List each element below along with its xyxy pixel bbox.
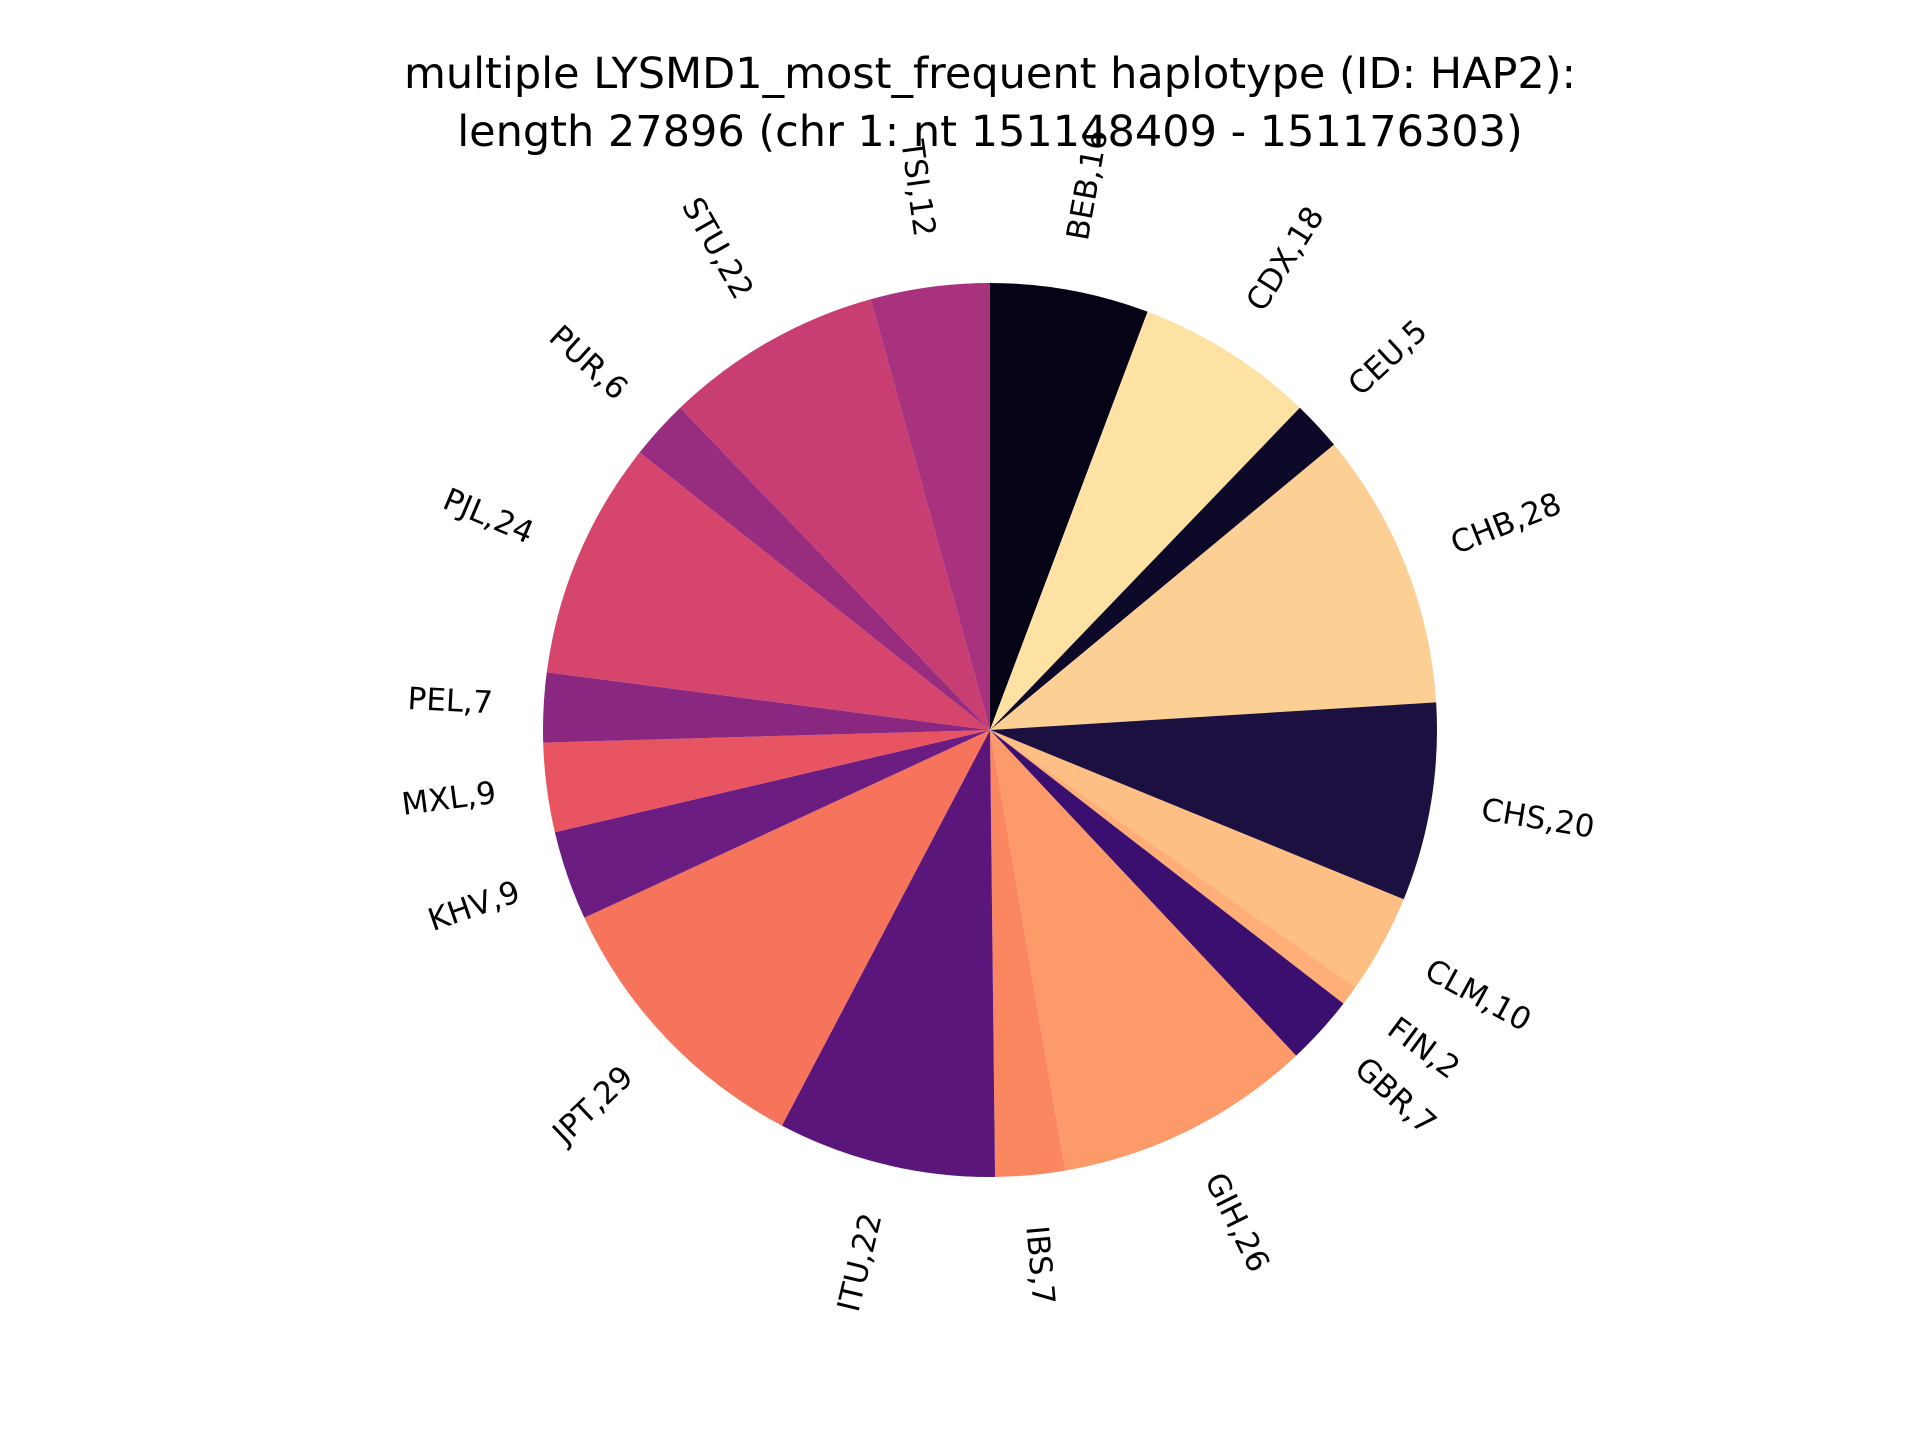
pie-slice-pur [639, 407, 990, 730]
pie-slice-chs [990, 702, 1437, 900]
pie-slice-clm [990, 730, 1404, 988]
chart-title-line-2: length 27896 (chr 1: nt 151148409 - 1511… [457, 107, 1523, 157]
pie-slice-ceu [990, 407, 1335, 730]
pie-slice-chb [990, 444, 1437, 730]
pie-slice-mxl [543, 730, 990, 833]
pie-slices [543, 283, 1437, 1177]
pie-slice-khv [554, 730, 990, 918]
pie-slice-pel [543, 672, 990, 743]
pie-slice-beb [990, 283, 1148, 730]
pie-slice-ibs [990, 730, 1066, 1177]
pie-slice-gih [990, 730, 1297, 1171]
pie-slice-itu [781, 730, 996, 1177]
pie-slice-gbr [990, 730, 1344, 1056]
pie-slice-cdx [990, 311, 1300, 730]
pie-slice-stu [680, 299, 990, 730]
pie-slice-jpt [584, 730, 990, 1126]
pie-slice-pjl [546, 452, 990, 730]
slice-label-ibs: IBS,7 [1018, 1224, 1061, 1306]
pie-slice-fin [990, 730, 1356, 1004]
slice-label-pel: PEL,7 [407, 681, 494, 721]
pie-slice-tsi [870, 283, 990, 730]
chart-title-line-1: multiple LYSMD1_most_frequent haplotype … [404, 49, 1576, 99]
